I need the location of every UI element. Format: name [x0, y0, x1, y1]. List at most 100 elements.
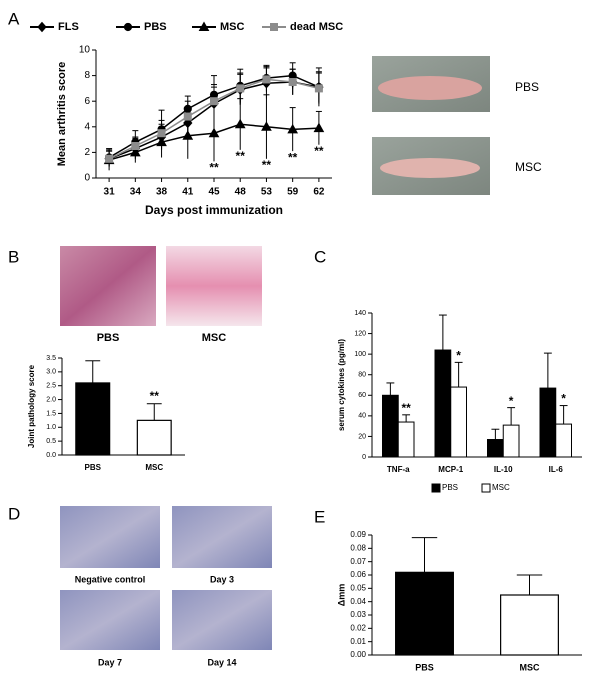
point: [261, 121, 272, 131]
y-tick-label: 8: [84, 70, 90, 81]
point: [236, 84, 245, 93]
bar: [382, 394, 399, 458]
point: [287, 123, 299, 134]
bar: [434, 349, 452, 458]
y-tick-label: 2.0: [46, 396, 56, 403]
y-tick-label: 40: [358, 413, 366, 420]
y-tick-label: 0.0: [46, 452, 56, 459]
x-tick-label: IL-6: [549, 465, 564, 474]
photo: [60, 506, 160, 568]
y-tick-label: 0.07: [350, 557, 366, 566]
y-tick-label: 0.05: [350, 583, 366, 592]
photo-paw: [378, 76, 482, 100]
bar: [555, 423, 572, 458]
annotation: **: [236, 149, 246, 163]
panel-letter: E: [314, 507, 325, 526]
x-tick-label: 59: [287, 187, 299, 198]
y-tick-label: 0.5: [46, 438, 56, 445]
x-tick-label: 31: [104, 187, 116, 198]
bar: [500, 594, 559, 656]
point: [157, 129, 166, 138]
legend-label: PBS: [144, 21, 167, 33]
point: [183, 112, 192, 121]
y-tick-label: 2: [84, 147, 90, 158]
annotation: **: [288, 150, 298, 164]
photo: [166, 246, 262, 326]
annotation: *: [561, 392, 566, 406]
y-tick-label: 0.03: [350, 610, 366, 619]
panel-letter: A: [8, 9, 20, 28]
image-label: Day 3: [210, 574, 234, 584]
y-tick-label: 6: [84, 96, 90, 107]
photo: [172, 590, 272, 650]
photo: [172, 506, 272, 568]
legend-swatch: [481, 483, 491, 493]
image-label: Negative control: [75, 574, 146, 584]
y-tick-label: 0: [84, 173, 90, 184]
y-tick-label: 20: [358, 433, 366, 440]
y-axis-label: Δmm: [336, 584, 346, 606]
legend-label: FLS: [58, 21, 79, 33]
x-tick-label: 53: [261, 187, 273, 198]
y-tick-label: 0.08: [350, 543, 366, 552]
x-tick-label: MCP-1: [438, 465, 463, 474]
legend-label: MSC: [492, 483, 510, 492]
bar: [539, 387, 557, 458]
y-axis-label: Mean arthritis score: [56, 62, 68, 167]
photo: [60, 590, 160, 650]
annotation: **: [262, 158, 272, 172]
photo: [60, 246, 156, 326]
legend-marker: [123, 22, 133, 32]
annotation: **: [209, 161, 219, 175]
legend-label: PBS: [442, 483, 458, 492]
point: [314, 84, 323, 93]
panel-letter: C: [314, 247, 326, 266]
bar: [397, 421, 415, 458]
panel-letter: B: [8, 247, 19, 266]
bar: [450, 386, 467, 458]
y-tick-label: 0.00: [350, 650, 366, 659]
y-axis-label: serum cytokines (pg/ml): [337, 339, 346, 431]
point: [313, 122, 325, 133]
point: [182, 130, 194, 140]
y-tick-label: 3.5: [46, 355, 56, 362]
x-tick-label: 48: [235, 187, 247, 198]
legend-swatch: [431, 483, 441, 493]
legend-label: dead MSC: [290, 21, 343, 33]
point: [131, 142, 140, 150]
x-tick-label: PBS: [415, 662, 434, 672]
y-tick-label: 0: [362, 454, 366, 461]
x-tick-label: IL-10: [494, 465, 513, 474]
annotation: **: [401, 401, 411, 415]
x-tick-label: 38: [156, 187, 168, 198]
y-tick-label: 120: [354, 330, 366, 337]
bar: [136, 419, 172, 456]
y-tick-label: 100: [354, 351, 366, 358]
y-tick-label: 0.06: [350, 570, 366, 579]
bar: [487, 439, 504, 458]
image-label: Day 7: [98, 657, 122, 667]
image-label: Day 14: [207, 657, 236, 667]
image-label: PBS: [515, 80, 539, 94]
y-tick-label: 0.02: [350, 623, 366, 632]
image-label: PBS: [97, 332, 120, 344]
y-tick-label: 0.04: [350, 597, 366, 606]
annotation: *: [456, 349, 461, 363]
point: [208, 127, 220, 138]
photo-paw: [380, 158, 480, 178]
y-tick-label: 80: [358, 372, 366, 379]
point: [234, 118, 246, 129]
y-tick-label: 1.0: [46, 424, 56, 431]
x-tick-label: MSC: [145, 463, 163, 472]
point: [105, 154, 114, 163]
y-tick-label: 3.0: [46, 369, 56, 376]
bar: [502, 424, 520, 458]
x-tick-label: 41: [182, 187, 194, 198]
point: [210, 97, 218, 106]
y-tick-label: 0.09: [350, 530, 366, 539]
x-tick-label: 62: [313, 187, 325, 198]
image-label: MSC: [515, 160, 542, 174]
x-tick-label: 34: [130, 187, 142, 198]
annotation: **: [150, 389, 160, 403]
